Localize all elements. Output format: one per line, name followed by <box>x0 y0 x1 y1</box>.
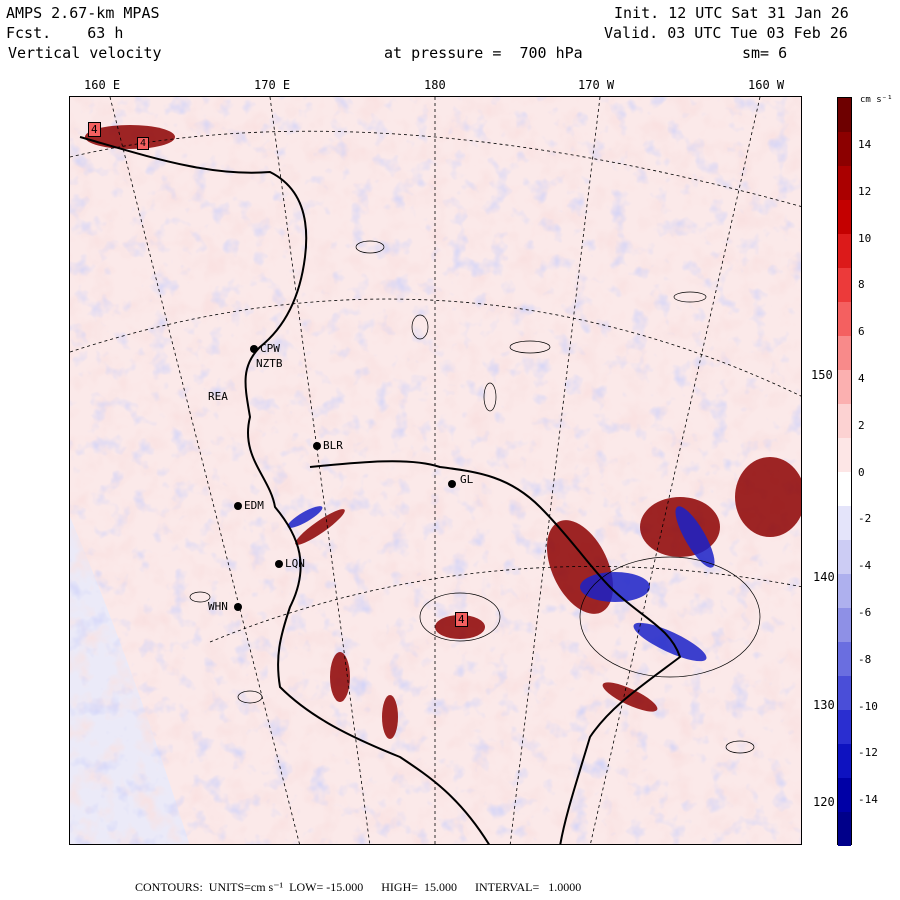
colorbar-tick-label: -10 <box>858 699 878 713</box>
colorbar-segment <box>838 472 851 506</box>
contour-max-marker: 4 <box>455 612 468 627</box>
forecast-hour: Fcst. 63 h <box>6 24 124 42</box>
station-label: NZTB <box>256 357 283 370</box>
colorbar-segment <box>838 778 851 812</box>
colorbar-tick-label: 4 <box>858 372 865 385</box>
colorbar-segment <box>838 268 851 302</box>
station-dot <box>250 345 258 353</box>
colorbar-segment <box>838 166 851 200</box>
lon-label: 170 W <box>578 78 615 92</box>
colorbar-segment <box>838 234 851 268</box>
colorbar-segment <box>838 642 851 676</box>
station-dot <box>313 442 321 450</box>
colorbar-segment <box>838 608 851 642</box>
colorbar-segment <box>838 336 851 370</box>
valid-time: Valid. 03 UTC Tue 03 Feb 26 <box>604 24 848 42</box>
colorbar-tick-label: 8 <box>858 278 865 292</box>
colorbar-segment <box>838 404 851 438</box>
colorbar-unit: cm s⁻¹ <box>860 95 893 105</box>
station-dot <box>234 502 242 510</box>
colorbar-segment <box>838 132 851 166</box>
lon-label: 170 E <box>254 78 291 92</box>
ice-shelf-edge <box>309 460 682 844</box>
station-dot <box>275 560 283 568</box>
colorbar-tick-label: -6 <box>858 606 872 619</box>
field-name: Vertical velocity <box>8 44 162 62</box>
colorbar-segment <box>838 506 851 540</box>
colorbar-segment <box>838 710 851 744</box>
map-panel: CPW NZTB REA BLR EDM LQN WHN GL 4 4 4 <box>69 96 802 845</box>
model-title: AMPS 2.67-km MPAS <box>6 4 160 22</box>
colorbar-tick-label: 0 <box>858 465 865 479</box>
smoothing: sm= 6 <box>742 44 788 62</box>
strong-downdraft-cores <box>287 506 715 662</box>
graticule <box>70 97 801 844</box>
lon-label: 160 E <box>84 78 121 92</box>
colorbar-tick-label: 10 <box>858 231 872 245</box>
contour-lines <box>189 240 761 754</box>
station-label: GL <box>460 473 474 486</box>
station-label: LQN <box>285 557 305 570</box>
station-label: EDM <box>244 499 264 512</box>
colorbar-segment <box>838 812 851 846</box>
station-dot <box>234 603 242 611</box>
station-label: REA <box>208 390 228 403</box>
init-time: Init. 12 UTC Sat 31 Jan 26 <box>614 4 849 22</box>
downward-texture <box>70 97 801 844</box>
pressure-level: at pressure = 700 hPa <box>384 44 583 62</box>
colorbar-segment <box>838 574 851 608</box>
contour-max-marker: 4 <box>137 137 150 150</box>
velocity-field <box>70 97 801 844</box>
station-label: WHN <box>208 600 228 613</box>
contour-max-marker: 4 <box>88 122 101 137</box>
colorbar-tick-label: -2 <box>858 512 872 526</box>
colorbar-segment <box>838 302 851 336</box>
lon-label: 180 <box>424 78 446 92</box>
colorbar-tick-label: -8 <box>858 652 872 666</box>
contour-footer: CONTOURS: UNITS=cm s⁻¹ LOW= -15.000 HIGH… <box>135 880 582 894</box>
station-label: CPW <box>260 342 280 355</box>
colorbar-segment <box>838 98 851 132</box>
station-dot <box>448 480 456 488</box>
colorbar-segment <box>838 200 851 234</box>
colorbar-tick-label: -4 <box>858 559 872 573</box>
colorbar-tick-label: 12 <box>858 184 872 198</box>
colorbar-tick-label: 6 <box>858 325 865 339</box>
colorbar-tick-label: -14 <box>858 793 878 807</box>
lon-label: 160 W <box>748 78 785 92</box>
colorbar-tick-label: 2 <box>858 418 865 432</box>
station-label: BLR <box>323 439 343 452</box>
colorbar-segment <box>838 540 851 574</box>
colorbar-tick-label: 14 <box>858 138 872 151</box>
colorbar-segment <box>838 744 851 778</box>
colorbar-segment <box>838 676 851 710</box>
colorbar <box>837 97 852 846</box>
colorbar-segment <box>838 438 851 472</box>
coastline <box>79 136 490 844</box>
colorbar-segment <box>838 370 851 404</box>
colorbar-tick-label: -12 <box>858 746 878 760</box>
